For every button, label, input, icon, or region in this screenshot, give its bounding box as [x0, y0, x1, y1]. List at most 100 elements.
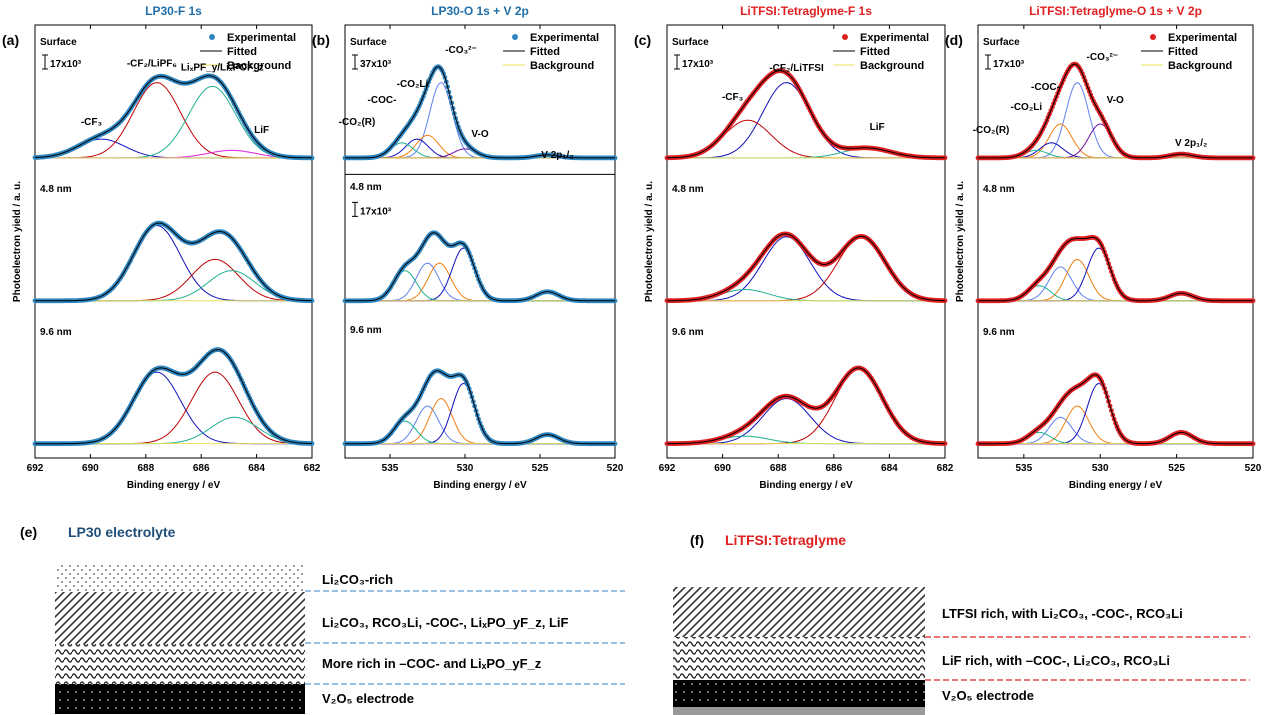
layer-block	[55, 592, 305, 644]
layer-block	[673, 587, 925, 637]
peak-label: V-O	[1107, 95, 1124, 106]
x-tick-label: 530	[1092, 463, 1109, 474]
legend-fitted: Fitted	[227, 46, 257, 58]
component-curve	[345, 382, 615, 445]
panel-title: LP30-O 1s + V 2p	[431, 4, 529, 18]
panel-tag: (e)	[20, 524, 37, 540]
legend-experimental: Experimental	[860, 32, 929, 44]
fitted-curve	[667, 70, 945, 159]
panel-tag: (d)	[945, 32, 963, 48]
panel-tag: (b)	[312, 32, 330, 48]
x-tick-label: 520	[607, 463, 624, 474]
layer-label: LTFSI rich, with Li₂CO₃, -COC-, RCO₃Li	[942, 606, 1183, 621]
plot-frame	[344, 24, 616, 459]
peak-label: -CO₂Li	[397, 79, 429, 90]
fitted-curve	[667, 233, 946, 302]
panel-tag: (c)	[634, 32, 651, 48]
depth-label: 9.6 nm	[40, 327, 72, 338]
legend-marker	[842, 34, 848, 40]
layer-label: Li₂CO₃-rich	[322, 572, 393, 587]
schematic-e: (e) LP30 electrolyte Li₂CO₃-rich Li₂CO₃, RC…	[20, 524, 625, 714]
legend-experimental: Experimental	[227, 32, 296, 44]
schematic-f: (f) LiTFSI:Tetraglyme LTFSI rich, with Li₂…	[673, 532, 1250, 715]
peak-label: -CO₂Li	[1010, 102, 1042, 113]
component-curve	[667, 236, 946, 302]
panel-tag: (f)	[690, 532, 704, 548]
panel-title: LP30-F 1s	[145, 4, 202, 18]
panel-4: (d) LiTFSI:Tetraglyme-O 1s + V 2p Photoele…	[945, 4, 1262, 491]
x-tick-label: 684	[881, 463, 898, 474]
legend-background: Background	[530, 60, 594, 72]
x-tick-label: 682	[937, 463, 954, 474]
layer-label: More rich in –COC- and LiₓPO_yF_z	[322, 656, 542, 671]
x-tick-label: 686	[193, 463, 210, 474]
layer-block	[673, 637, 925, 680]
peak-label: V 2p₁/₂	[541, 150, 573, 161]
schematic-title: LiTFSI:Tetraglyme	[725, 532, 846, 548]
x-tick-label: 690	[714, 463, 731, 474]
x-axis-label: Binding energy / eV	[759, 480, 853, 491]
panel-3: (c) LiTFSI:Tetraglyme-F 1s Photoelectron y…	[634, 4, 954, 491]
peak-label: -CO₂(R)	[973, 125, 1010, 136]
x-tick-label: 525	[1168, 463, 1185, 474]
layer-block	[55, 684, 305, 714]
layer-label: Li₂CO₃, RCO₃Li, -COC-, LiₓPO_yF_z, LiF	[322, 615, 569, 630]
depth-label: 9.6 nm	[350, 325, 382, 336]
scale-bar-label: 17x10³	[682, 59, 714, 70]
scale-bar-label: 17x10³	[50, 59, 82, 70]
peak-label: -CF₂/LiTFSI	[769, 63, 824, 74]
fitted-curve	[978, 63, 1253, 159]
depth-label: Surface	[350, 37, 387, 48]
panel-1: (a) LP30-F 1s Photoelectron yield / a. u. B…	[2, 4, 321, 491]
depth-label: Surface	[983, 37, 1020, 48]
depth-label: 4.8 nm	[40, 184, 72, 195]
x-tick-label: 688	[137, 463, 154, 474]
peak-label: -COC-	[1031, 82, 1060, 93]
panel-tag: (a)	[2, 32, 19, 48]
panel-title: LiTFSI:Tetraglyme-F 1s	[740, 4, 872, 18]
layer-label: V₂O₅ electrode	[322, 691, 414, 706]
fitted-curve	[345, 66, 615, 159]
layer-block	[55, 644, 305, 684]
x-tick-label: 688	[770, 463, 787, 474]
peak-label: -CF₂/LiPF₆	[127, 59, 177, 70]
fitted-curve	[345, 370, 615, 445]
legend-background: Background	[860, 60, 924, 72]
peak-label: -CF₃	[722, 92, 744, 103]
depth-label: 4.8 nm	[672, 184, 704, 195]
depth-label: 4.8 nm	[983, 184, 1015, 195]
legend-experimental: Experimental	[1168, 32, 1237, 44]
x-tick-label: 530	[457, 463, 474, 474]
electrode-base	[673, 707, 925, 715]
layer-label: LiF rich, with –COC-, Li₂CO₃, RCO₃Li	[942, 653, 1170, 668]
y-axis-label: Photoelectron yield / a. u.	[955, 181, 966, 302]
fitted-curve	[978, 374, 1253, 445]
peak-label: V-O	[471, 129, 488, 140]
peak-label: -COC-	[368, 95, 397, 106]
legend-background: Background	[227, 60, 291, 72]
layer-block	[55, 565, 305, 592]
peak-label: LiₓPF_y/LiₓPOF_z	[181, 62, 264, 73]
legend-marker	[209, 34, 215, 40]
x-tick-label: 690	[82, 463, 99, 474]
peak-label: LiF	[254, 125, 269, 136]
legend-marker	[512, 34, 518, 40]
x-tick-label: 535	[1015, 463, 1032, 474]
peak-label: -CO₃²⁻	[1087, 52, 1119, 63]
x-axis-label: Binding energy / eV	[433, 480, 527, 491]
scale-bar-label: 37x10³	[360, 59, 392, 70]
peak-label: -CO₂(R)	[339, 117, 376, 128]
scale-bar-label: 17x10³	[993, 59, 1025, 70]
legend-fitted: Fitted	[1168, 46, 1198, 58]
x-tick-label: 520	[1245, 463, 1262, 474]
plot-frame	[666, 24, 946, 459]
peak-label: -CO₃²⁻	[445, 45, 477, 56]
fitted-curve	[345, 232, 615, 302]
layer-block	[673, 680, 925, 707]
peak-label: LiF	[870, 122, 885, 133]
scale-bar-label: 17x10³	[360, 206, 392, 217]
depth-label: 4.8 nm	[350, 182, 382, 193]
plot-frame	[977, 24, 1254, 459]
legend-fitted: Fitted	[530, 46, 560, 58]
